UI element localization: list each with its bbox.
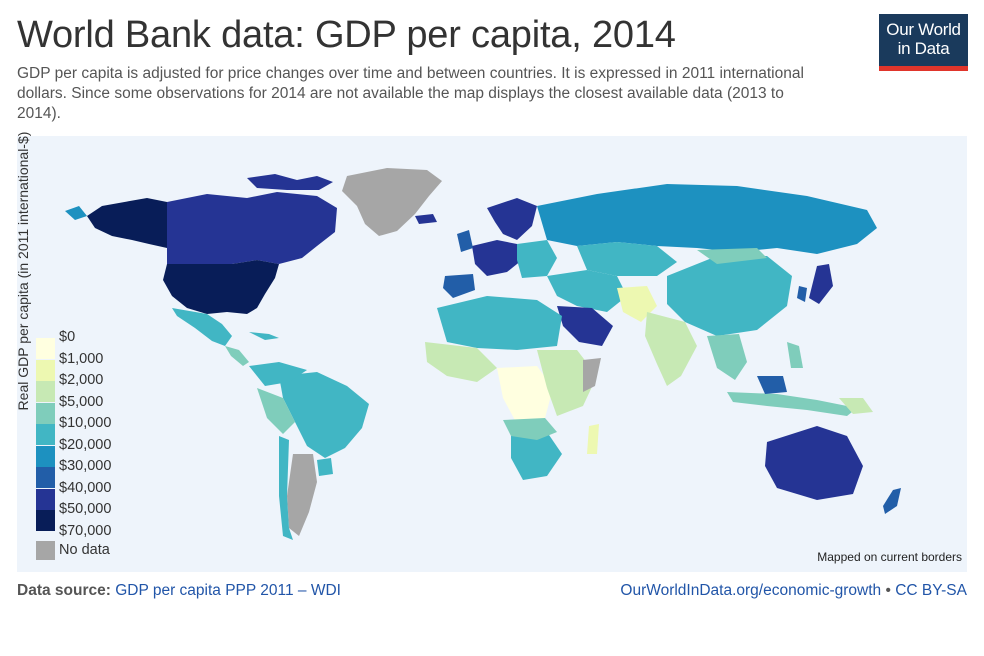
region-madagascar[interactable] — [587, 424, 599, 454]
map-borders-note: Mapped on current borders — [817, 550, 962, 564]
footer-separator: • — [885, 582, 891, 599]
logo-line-2: in Data — [897, 39, 950, 58]
region-mongolia[interactable] — [697, 248, 767, 264]
region-canada-islands[interactable] — [247, 174, 333, 190]
legend-swatch — [36, 488, 55, 510]
legend-label: $1,000 — [59, 350, 104, 367]
region-japan[interactable] — [809, 264, 833, 304]
chart-subtitle: GDP per capita is adjusted for price cha… — [17, 65, 804, 122]
chart-title: World Bank data: GDP per capita, 2014 — [17, 14, 676, 56]
region-caribbean[interactable] — [249, 332, 279, 340]
region-central-asia[interactable] — [577, 242, 677, 276]
legend-swatch — [36, 510, 55, 531]
region-west-africa[interactable] — [425, 342, 497, 382]
region-china[interactable] — [667, 256, 792, 336]
footer-site-info: OurWorldInData.org/economic-growth • CC … — [620, 582, 967, 600]
world-map[interactable]: Real GDP per capita (in 2011 internation… — [15, 132, 967, 572]
region-philippines[interactable] — [787, 342, 803, 368]
legend-label: $20,000 — [59, 436, 112, 453]
legend-label: $5,000 — [59, 393, 104, 410]
region-usa[interactable] — [163, 260, 279, 314]
footer-data-source: Data source: GDP per capita PPP 2011 – W… — [17, 582, 341, 600]
region-uk-ireland[interactable] — [457, 230, 473, 252]
region-south-korea[interactable] — [797, 286, 807, 302]
legend-label: $2,000 — [59, 372, 104, 388]
region-chile[interactable] — [279, 436, 293, 540]
region-papua-new-guinea[interactable] — [839, 398, 873, 414]
region-uruguay[interactable] — [317, 458, 333, 476]
region-somalia[interactable] — [583, 358, 601, 392]
region-new-zealand[interactable] — [883, 488, 901, 514]
legend-swatch — [36, 445, 55, 467]
region-colombia-venezuela[interactable] — [249, 362, 307, 386]
region-canada[interactable] — [167, 192, 337, 264]
legend-label: $30,000 — [59, 458, 112, 474]
region-greenland[interactable] — [342, 168, 442, 236]
legend-label: $40,000 — [59, 479, 112, 496]
legend-label: $10,000 — [59, 415, 112, 431]
legend-label: $50,000 — [59, 501, 112, 517]
footer-source-link[interactable]: GDP per capita PPP 2011 – WDI — [115, 582, 341, 599]
region-saudi-arabia[interactable] — [557, 306, 613, 346]
region-turkey-iran[interactable] — [547, 270, 627, 312]
region-alaska[interactable] — [87, 198, 167, 248]
region-argentina[interactable] — [287, 454, 317, 536]
region-peru-bolivia[interactable] — [257, 388, 295, 434]
legend-label: $0 — [59, 329, 76, 345]
legend-swatch — [36, 467, 55, 488]
legend-label: $70,000 — [59, 522, 112, 539]
region-central-africa[interactable] — [497, 366, 553, 424]
legend-swatch — [36, 359, 55, 381]
legend-swatch — [36, 381, 55, 402]
region-india[interactable] — [645, 312, 697, 386]
region-southeast-asia[interactable] — [707, 334, 747, 380]
legend-swatch — [36, 402, 55, 424]
footer-source-prefix: Data source: — [17, 582, 111, 599]
region-north-africa[interactable] — [437, 296, 562, 350]
footer-site-link[interactable]: OurWorldInData.org/economic-growth — [620, 582, 882, 599]
footer-license-link[interactable]: CC BY-SA — [895, 582, 967, 599]
region-central-america[interactable] — [225, 346, 249, 366]
legend-no-data-swatch — [36, 541, 55, 560]
region-mexico[interactable] — [172, 308, 232, 346]
region-alaska-west[interactable] — [65, 206, 87, 220]
region-east-africa[interactable] — [537, 350, 597, 416]
region-indonesia[interactable] — [727, 392, 857, 416]
region-angola-zambia[interactable] — [503, 418, 557, 440]
region-eastern-europe[interactable] — [517, 240, 557, 278]
legend-no-data-label: No data — [59, 542, 110, 558]
region-scandinavia[interactable] — [487, 198, 537, 240]
region-russia[interactable] — [537, 184, 877, 254]
region-western-europe[interactable] — [472, 240, 522, 276]
region-southern-africa[interactable] — [511, 432, 562, 480]
legend-swatch — [36, 338, 55, 359]
region-malaysia[interactable] — [757, 376, 787, 394]
region-australia[interactable] — [765, 426, 863, 500]
owid-logo[interactable]: Our World in Data — [879, 14, 968, 71]
region-iceland[interactable] — [415, 214, 437, 224]
world-map-svg[interactable] — [17, 136, 967, 572]
logo-line-1: Our World — [886, 20, 961, 39]
legend-swatch — [36, 424, 55, 445]
region-brazil[interactable] — [279, 372, 369, 458]
region-iberia[interactable] — [443, 274, 475, 298]
